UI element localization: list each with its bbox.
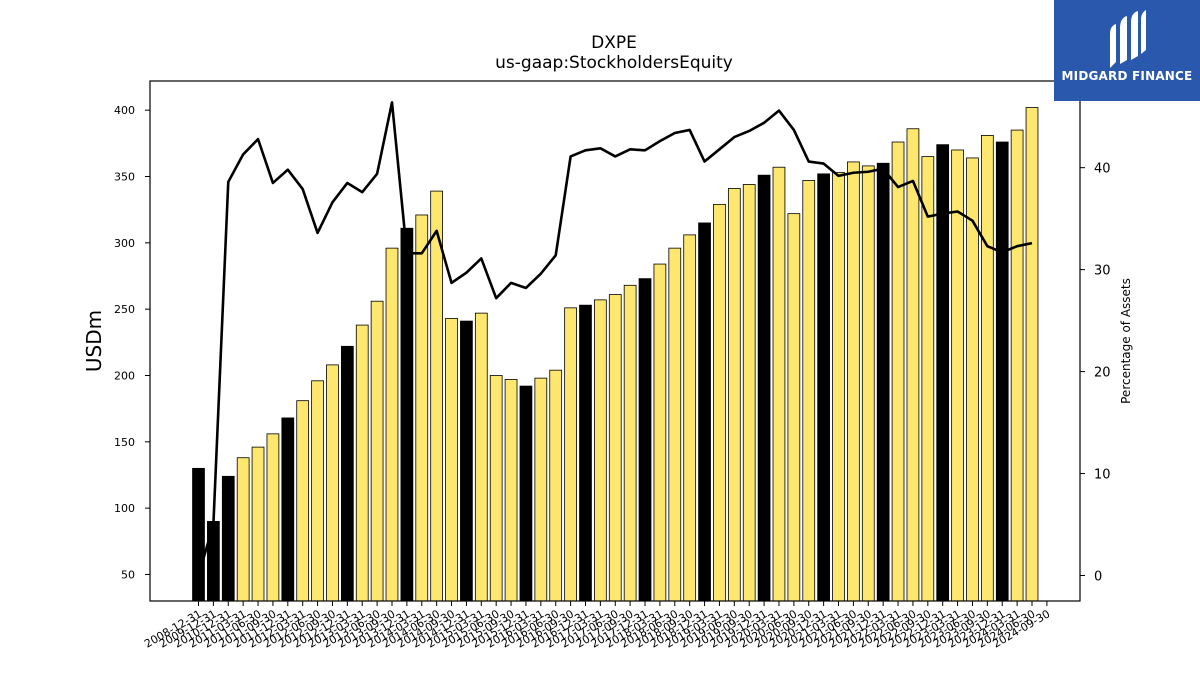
bar (296, 400, 310, 602)
bar (698, 222, 711, 602)
bar (802, 180, 816, 602)
bar (832, 172, 845, 602)
bar (951, 149, 964, 602)
bar (564, 307, 577, 602)
bar (861, 165, 875, 602)
bar (415, 214, 429, 602)
chart-subtitle: us-gaap:StockholdersEquity (495, 53, 733, 73)
bar (400, 227, 414, 602)
bar (549, 369, 563, 602)
y-tick-label: 250 (114, 303, 135, 316)
y-tick-label: 350 (114, 171, 135, 184)
percent-of-assets-line (197, 101, 1033, 576)
bar (340, 345, 354, 602)
bar (192, 467, 205, 602)
bar (906, 128, 920, 602)
y-tick-label: 150 (114, 436, 135, 449)
bar (370, 300, 384, 602)
bar (966, 157, 979, 602)
logo-text: MIDGARD FINANCE (1061, 69, 1193, 83)
bar (653, 263, 667, 602)
bar (713, 203, 726, 602)
bar (266, 433, 280, 602)
bar (742, 184, 756, 602)
bar (221, 475, 235, 602)
y2-tick-label: 20 (1094, 366, 1111, 381)
bars-group (192, 107, 1039, 602)
y2-tick-label: 0 (1094, 570, 1102, 585)
midgard-finance-logo: MIDGARD FINANCE (1054, 0, 1200, 101)
y2-axis-label: Percentage of Assets (1119, 278, 1133, 404)
bar (995, 141, 1009, 602)
y2-tick-label: 10 (1094, 468, 1111, 483)
bar (385, 247, 399, 602)
bar (772, 166, 786, 602)
bar (1025, 107, 1039, 602)
y2-tick-label: 40 (1094, 162, 1111, 177)
percent-line-group (197, 101, 1033, 576)
bar (683, 234, 697, 602)
y2-tick-label: 30 (1094, 264, 1111, 279)
bar (847, 161, 860, 602)
bar (504, 379, 518, 602)
midgard-logo-icon (1110, 10, 1146, 68)
bar (817, 173, 830, 602)
chart-title: DXPE (591, 33, 637, 53)
bar (921, 156, 935, 602)
bar (668, 247, 682, 602)
y-tick-label: 300 (114, 237, 135, 250)
bar (608, 294, 622, 602)
bar (236, 457, 250, 602)
bar (623, 284, 637, 602)
bar (489, 375, 503, 602)
bar (727, 188, 741, 602)
bar (445, 318, 458, 602)
bar (534, 377, 548, 602)
bar (355, 324, 369, 602)
bar (891, 141, 905, 602)
bar (326, 364, 339, 602)
y-tick-label: 50 (121, 568, 135, 581)
bar (311, 380, 324, 602)
bar (251, 446, 265, 602)
y-axis-label: USDm (82, 310, 106, 372)
bar (579, 304, 592, 602)
bar (281, 417, 295, 602)
bar (638, 278, 652, 602)
bar (430, 190, 444, 602)
bar (207, 521, 220, 602)
bar (1010, 129, 1024, 602)
bar (980, 134, 994, 602)
y-tick-label: 200 (114, 369, 135, 382)
axes-group: 501001502002503003504000102030402008-12-… (114, 80, 1111, 651)
y-tick-label: 100 (114, 502, 135, 515)
y-tick-label: 400 (114, 104, 135, 117)
bar (876, 162, 890, 602)
bar (757, 174, 771, 602)
bar (460, 320, 473, 602)
bar (594, 299, 607, 602)
bar (519, 385, 533, 602)
bar (474, 312, 488, 602)
bar (787, 213, 801, 602)
